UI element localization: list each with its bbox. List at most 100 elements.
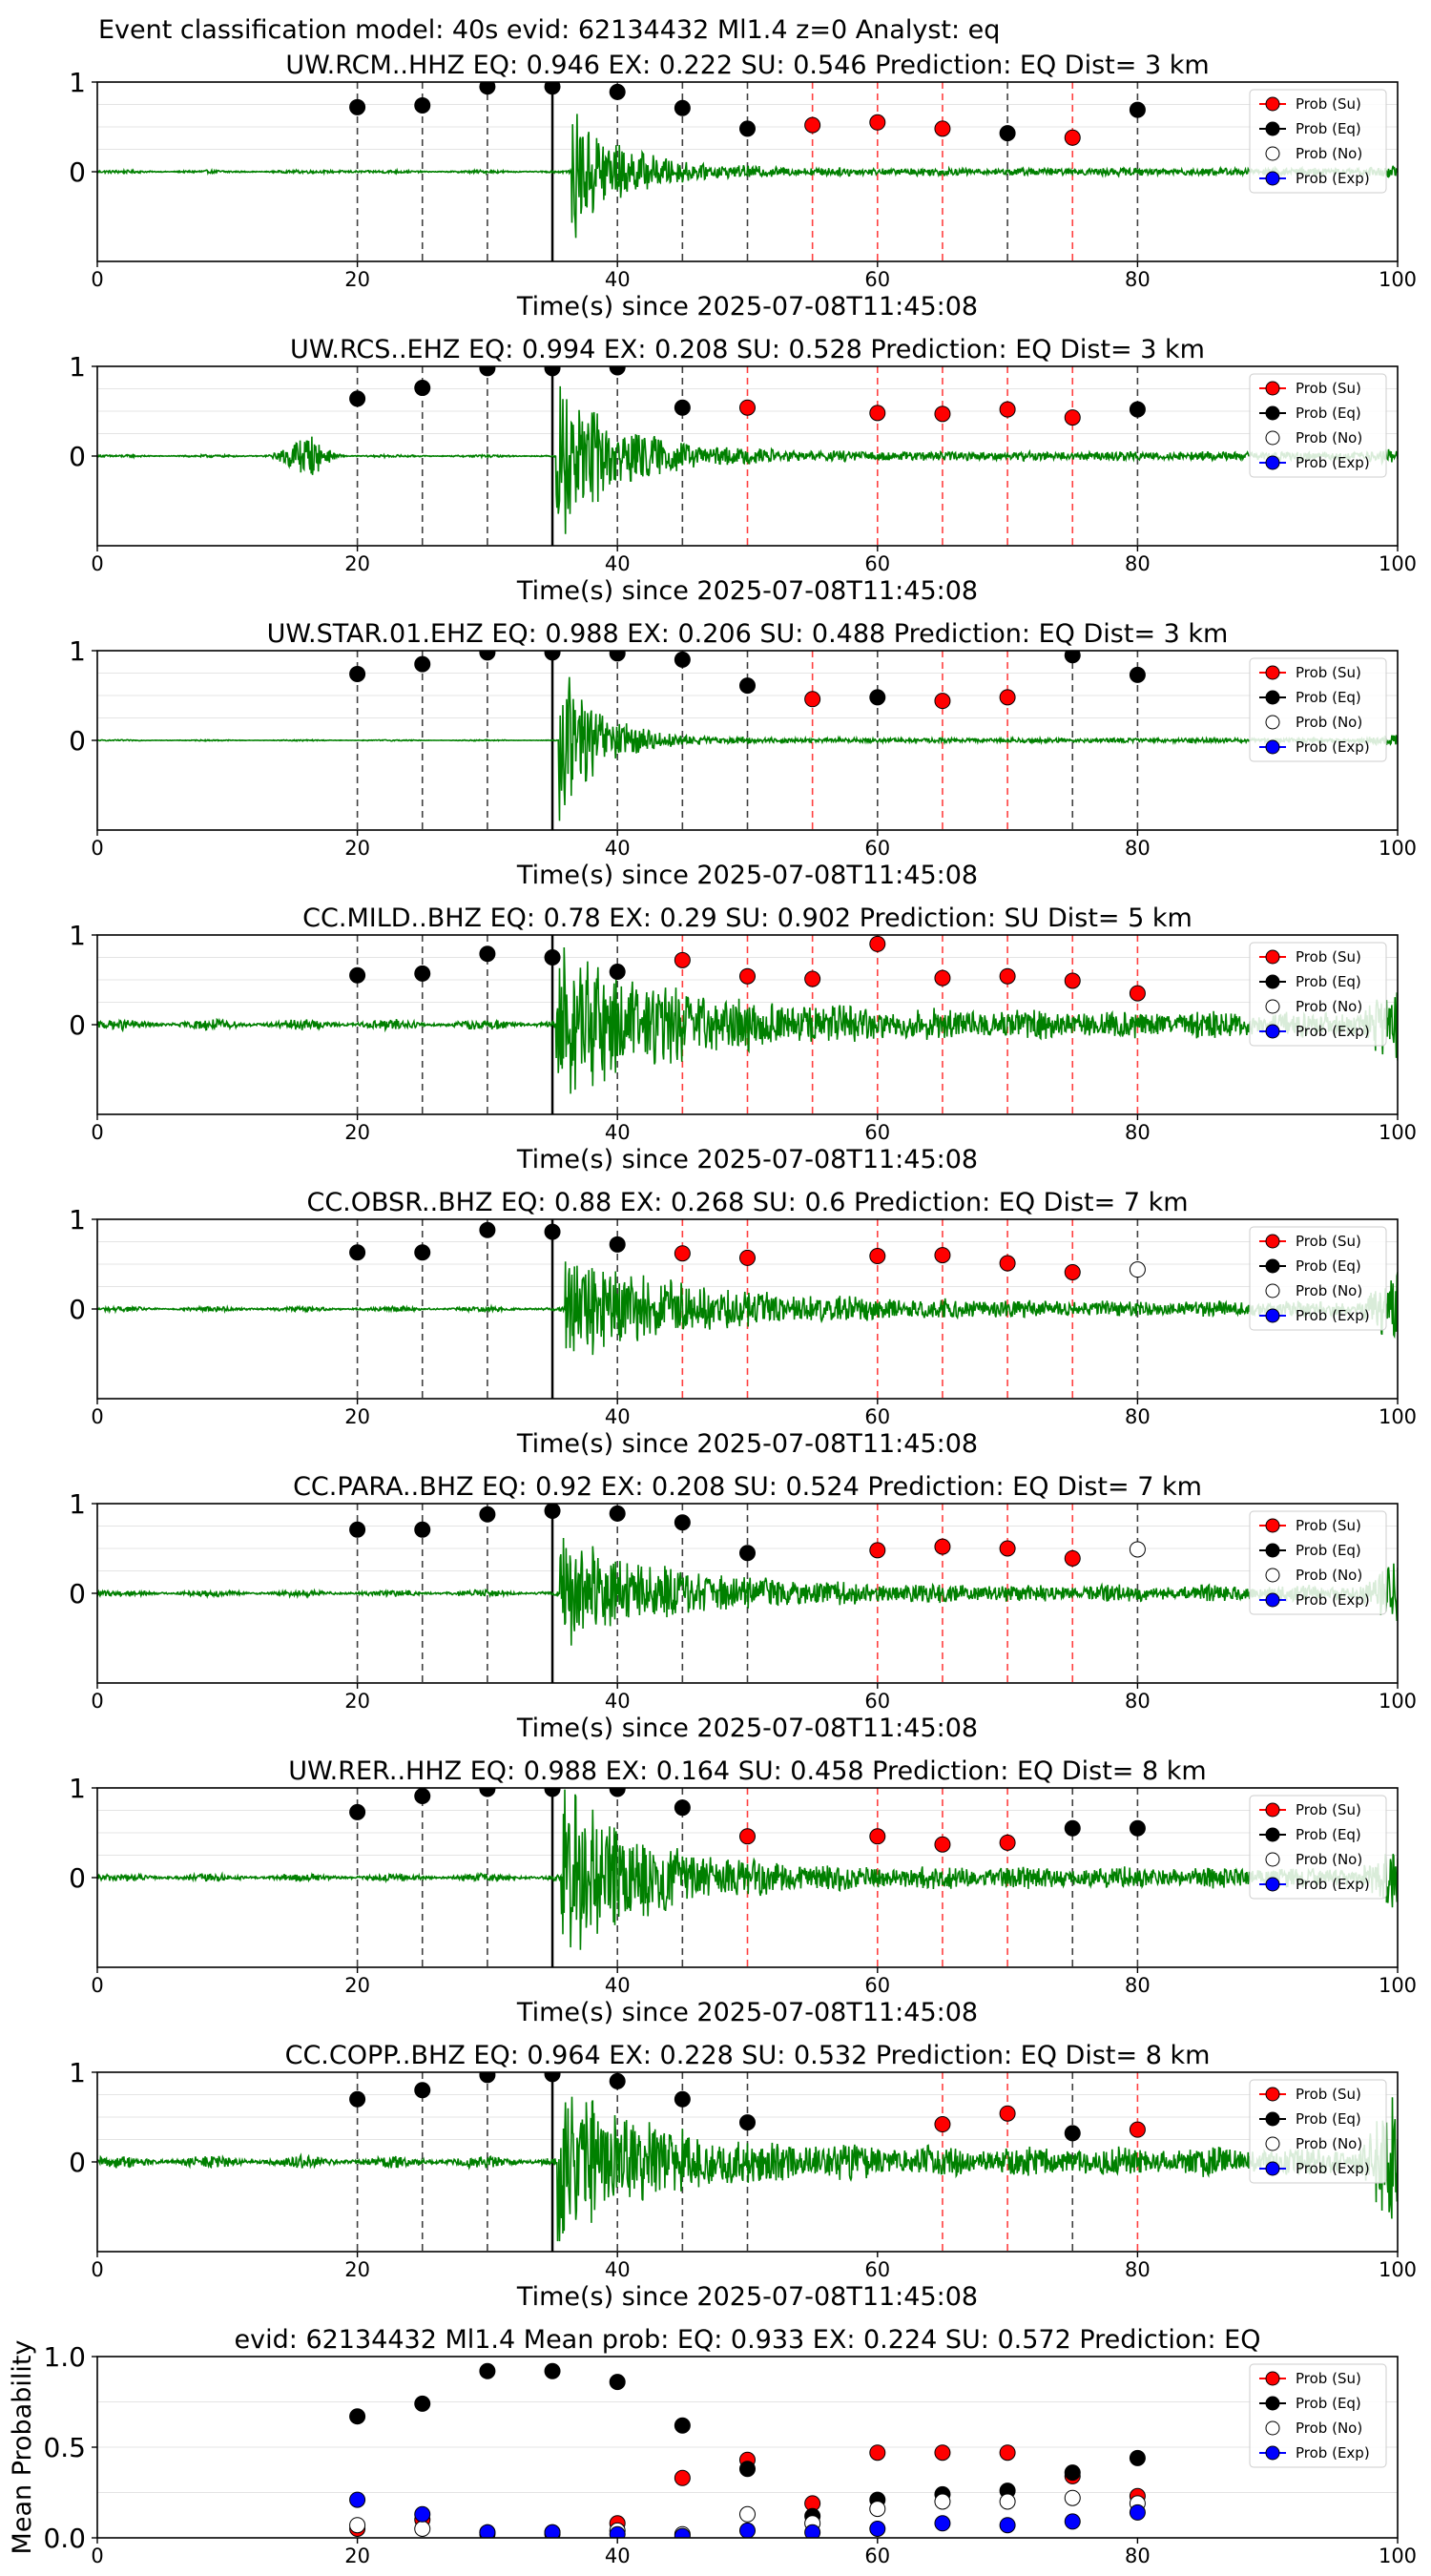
y-tick-label: 1 bbox=[69, 351, 86, 383]
x-tick-label: 20 bbox=[344, 1121, 370, 1144]
legend-label-no: Prob (No) bbox=[1296, 145, 1362, 162]
x-tick-label: 100 bbox=[1379, 1405, 1417, 1428]
legend-marker-exp bbox=[1265, 739, 1280, 755]
prob-point-su bbox=[804, 116, 821, 134]
prob-point-eq bbox=[414, 1521, 431, 1538]
mean-point-eq bbox=[1129, 2449, 1146, 2466]
panel-title: UW.RER..HHZ EQ: 0.988 EX: 0.164 SU: 0.45… bbox=[288, 1756, 1206, 1786]
x-tick-label: 20 bbox=[344, 2545, 370, 2567]
panel-title: UW.STAR.01.EHZ EQ: 0.988 EX: 0.206 SU: 0… bbox=[267, 619, 1229, 649]
x-tick-label: 0 bbox=[91, 552, 103, 575]
prob-point-su bbox=[1064, 1263, 1081, 1280]
legend-label-eq: Prob (Eq) bbox=[1296, 405, 1361, 422]
y-tick-label: 1 bbox=[69, 635, 86, 667]
legend-marker-eq bbox=[1265, 121, 1280, 136]
mean-point-su bbox=[934, 2444, 951, 2462]
prob-point-eq bbox=[544, 1223, 561, 1240]
panel-9: evid: 62134432 Ml1.4 Mean prob: EQ: 0.93… bbox=[8, 2325, 1417, 2567]
legend-frame bbox=[1249, 657, 1387, 762]
plot-area bbox=[97, 1504, 1398, 1683]
x-tick-label: 80 bbox=[1125, 1121, 1151, 1144]
legend-marker-eq bbox=[1265, 1543, 1280, 1558]
legend-frame bbox=[1249, 1795, 1387, 1900]
prob-point-su bbox=[869, 1542, 886, 1559]
x-tick-label: 20 bbox=[344, 1690, 370, 1713]
y-tick-label: 0 bbox=[69, 2147, 86, 2178]
prob-point-eq bbox=[1129, 666, 1146, 683]
prob-point-eq bbox=[349, 2090, 366, 2108]
waveform-trace bbox=[97, 946, 1398, 1094]
x-tick-label: 0 bbox=[91, 2258, 103, 2281]
prob-point-eq bbox=[1064, 2125, 1081, 2142]
panel-title: UW.RCS..EHZ EQ: 0.994 EX: 0.208 SU: 0.52… bbox=[290, 335, 1205, 364]
x-tick-label: 0 bbox=[91, 1405, 103, 1428]
prob-point-su bbox=[674, 951, 691, 968]
prob-point-su bbox=[804, 691, 821, 708]
legend-marker-exp bbox=[1265, 1024, 1280, 1039]
prob-point-su bbox=[869, 935, 886, 952]
panel-title: CC.PARA..BHZ EQ: 0.92 EX: 0.208 SU: 0.52… bbox=[293, 1472, 1202, 1502]
x-tick-label: 0 bbox=[91, 268, 103, 291]
legend-marker-no bbox=[1265, 999, 1280, 1014]
plot-area bbox=[97, 82, 1398, 261]
legend-marker-su bbox=[1265, 1518, 1280, 1533]
legend-marker-su bbox=[1265, 1802, 1280, 1818]
x-tick-label: 20 bbox=[344, 1974, 370, 1997]
prob-point-eq bbox=[609, 1236, 626, 1253]
prob-point-eq bbox=[349, 98, 366, 115]
legend-frame bbox=[1249, 2363, 1387, 2468]
x-tick-label: 60 bbox=[864, 1121, 890, 1144]
mean-point-no bbox=[414, 2521, 431, 2537]
prob-point-eq bbox=[674, 2090, 691, 2108]
waveform-trace bbox=[97, 2096, 1398, 2242]
legend-marker-no bbox=[1265, 146, 1280, 161]
prob-point-eq bbox=[1129, 101, 1146, 118]
legend-label-no: Prob (No) bbox=[1296, 714, 1362, 731]
plot-area bbox=[97, 651, 1398, 830]
legend-marker-exp bbox=[1265, 1877, 1280, 1892]
x-tick-label: 80 bbox=[1125, 2545, 1151, 2567]
legend-frame bbox=[1249, 1510, 1387, 1615]
legend-marker-no bbox=[1265, 2136, 1280, 2151]
x-tick-label: 20 bbox=[344, 1405, 370, 1428]
plot-area bbox=[97, 2357, 1398, 2538]
prob-point-eq bbox=[544, 82, 561, 95]
prob-point-su bbox=[674, 1245, 691, 1262]
prob-point-eq bbox=[544, 949, 561, 966]
legend-marker-no bbox=[1265, 2420, 1280, 2436]
legend-marker-exp bbox=[1265, 171, 1280, 186]
legend-label-su: Prob (Su) bbox=[1296, 2370, 1361, 2387]
x-tick-label: 40 bbox=[605, 1405, 631, 1428]
x-tick-label: 100 bbox=[1379, 2545, 1417, 2567]
legend-marker-su bbox=[1265, 2371, 1280, 2386]
legend-marker-eq bbox=[1265, 2396, 1280, 2411]
prob-point-eq bbox=[609, 366, 626, 376]
prob-point-eq bbox=[674, 99, 691, 116]
prob-point-eq bbox=[414, 96, 431, 114]
legend-label-exp: Prob (Exp) bbox=[1296, 738, 1370, 756]
plot-area bbox=[97, 935, 1398, 1114]
mean-point-no bbox=[934, 2493, 951, 2510]
panel-title: CC.COPP..BHZ EQ: 0.964 EX: 0.228 SU: 0.5… bbox=[285, 2041, 1211, 2070]
y-tick-label: 0 bbox=[69, 1294, 86, 1325]
panel-5: CC.OBSR..BHZ EQ: 0.88 EX: 0.268 SU: 0.6 … bbox=[69, 1188, 1417, 1459]
figure-title: Event classification model: 40s evid: 62… bbox=[98, 15, 1000, 45]
x-tick-label: 20 bbox=[344, 268, 370, 291]
prob-point-eq bbox=[609, 1788, 626, 1797]
x-tick-label: 100 bbox=[1379, 2258, 1417, 2281]
prob-point-eq bbox=[609, 651, 626, 662]
prob-point-eq bbox=[999, 125, 1016, 142]
x-tick-label: 80 bbox=[1125, 2258, 1151, 2281]
mean-point-eq bbox=[544, 2362, 561, 2379]
prob-point-eq bbox=[479, 1788, 496, 1797]
prob-point-eq bbox=[609, 1505, 626, 1522]
x-tick-label: 80 bbox=[1125, 1405, 1151, 1428]
y-tick-label: 1 bbox=[69, 2057, 86, 2088]
prob-point-su bbox=[999, 1540, 1016, 1557]
x-tick-label: 40 bbox=[605, 2258, 631, 2281]
prob-point-eq bbox=[414, 2082, 431, 2099]
legend-marker-su bbox=[1265, 96, 1280, 112]
prob-point-su bbox=[869, 405, 886, 422]
prob-point-eq bbox=[739, 677, 756, 695]
prob-point-eq bbox=[414, 1788, 431, 1804]
